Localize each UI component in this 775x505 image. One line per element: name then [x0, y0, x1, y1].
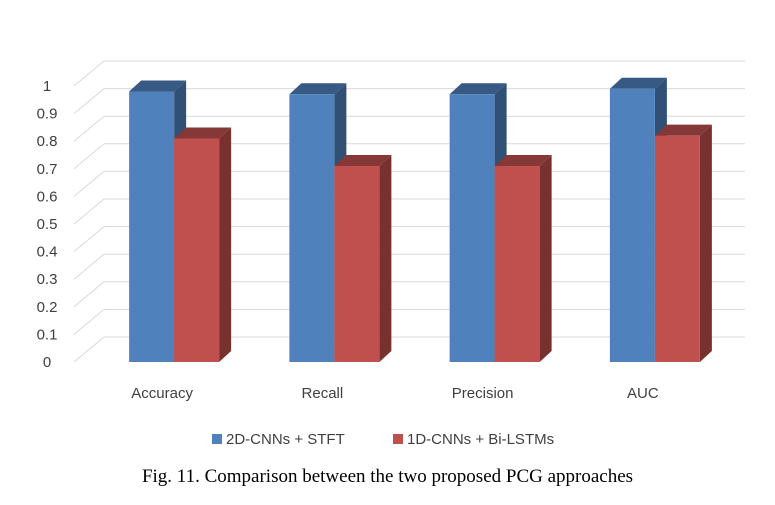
bar-top — [174, 127, 232, 139]
gridline-depth — [73, 143, 105, 170]
y-tick-label: 0.4 — [37, 244, 58, 261]
y-tick-label: 0.9 — [37, 106, 58, 123]
legend-label: 2D-CNNs + STFT — [226, 431, 345, 448]
bar-front — [174, 138, 220, 362]
bar-front — [129, 91, 175, 363]
bar-top — [494, 155, 552, 167]
y-tick-label: 0 — [43, 354, 51, 371]
x-tick-label: Recall — [302, 385, 344, 402]
y-tick-label: 0.2 — [37, 299, 58, 316]
y-tick-label: 0.8 — [37, 133, 58, 150]
bar-side — [539, 155, 552, 362]
legend-swatch — [393, 434, 403, 444]
bar-front — [449, 94, 495, 362]
gridline-depth — [73, 198, 105, 225]
bar-top — [129, 80, 187, 92]
x-axis: Accuracy Recall Precision AUC — [131, 385, 659, 402]
bar-side — [219, 127, 232, 362]
y-tick-label: 0.5 — [37, 216, 58, 233]
gridline-depth — [73, 226, 105, 252]
bar-front — [289, 94, 335, 362]
bar-top — [609, 77, 667, 89]
gridline-depth — [73, 253, 105, 280]
bar-top — [654, 124, 712, 136]
gridline-depth — [73, 115, 105, 142]
legend-swatch — [212, 434, 222, 444]
bar-top — [449, 83, 507, 95]
bar-precision-series-2 — [494, 155, 552, 362]
bar-top — [289, 83, 347, 95]
chart-legend: 2D-CNNs + STFT 1D-CNNs + Bi-LSTMs — [212, 431, 554, 448]
x-tick-label: Accuracy — [131, 385, 193, 402]
bar-side — [699, 124, 712, 363]
gridline-depth — [73, 171, 105, 197]
y-tick-label: 0.3 — [37, 271, 58, 288]
y-tick-label: 0.7 — [37, 161, 58, 178]
bar-front — [334, 166, 380, 362]
bar-side — [379, 155, 392, 362]
bar-chart: 0 0.1 0.2 0.3 0.4 0.5 0.6 0.7 0.8 0.9 1 Accuracy Re… — [37, 60, 745, 448]
chart-bars — [129, 77, 712, 363]
bar-front — [494, 166, 540, 362]
bar-accuracy-series-2 — [174, 127, 232, 362]
bar-front — [609, 88, 655, 362]
y-tick-label: 0.1 — [37, 326, 58, 343]
bar-front — [654, 135, 700, 362]
figure-caption: Fig. 11. Comparison between the two prop… — [141, 466, 634, 487]
gridline-depth — [73, 309, 105, 335]
bar-recall-series-2 — [334, 155, 392, 362]
gridline-depth — [73, 336, 105, 363]
y-axis: 0 0.1 0.2 0.3 0.4 0.5 0.6 0.7 0.8 0.9 1 — [37, 78, 58, 371]
gridline-depth — [73, 88, 105, 114]
bar-top — [334, 155, 392, 167]
x-tick-label: Precision — [452, 385, 514, 402]
gridline-depth — [73, 60, 105, 87]
y-tick-label: 0.6 — [37, 188, 58, 205]
legend-label: 1D-CNNs + Bi-LSTMs — [407, 431, 554, 448]
y-tick-label: 1 — [43, 78, 51, 95]
gridline-depth — [73, 281, 105, 308]
bar-auc-series-2 — [654, 124, 712, 363]
x-tick-label: AUC — [627, 385, 659, 402]
